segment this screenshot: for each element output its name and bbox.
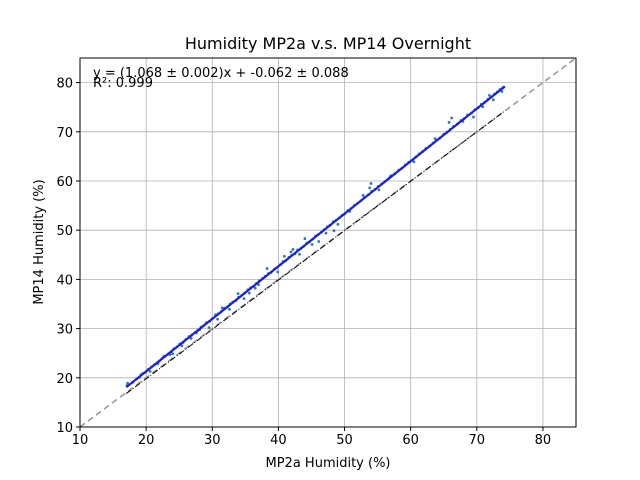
- x-tick-label: 60: [402, 433, 419, 448]
- data-point: [487, 93, 491, 97]
- data-point: [242, 297, 246, 300]
- data-point: [361, 193, 365, 197]
- x-tick-label: 80: [535, 433, 552, 448]
- data-point: [332, 229, 336, 233]
- data-point: [216, 317, 219, 321]
- data-point: [171, 352, 174, 356]
- x-tick-label: 30: [204, 433, 221, 448]
- data-point: [257, 283, 260, 287]
- data-point: [236, 292, 240, 296]
- data-point: [289, 250, 293, 254]
- reference-line-group: [125, 110, 505, 394]
- y-tick-label: 70: [56, 126, 73, 141]
- data-point: [276, 270, 280, 274]
- data-point: [298, 252, 301, 256]
- data-point: [247, 291, 251, 295]
- data-point: [447, 121, 451, 124]
- fit-line-group: [125, 85, 506, 389]
- x-tick-label: 50: [336, 433, 353, 448]
- x-tick-label: 70: [469, 433, 486, 448]
- y-tick-label: 10: [56, 421, 73, 436]
- r-squared-annotation: R²: 0.999: [93, 76, 153, 91]
- x-axis-label: MP2a Humidity (%): [266, 456, 391, 471]
- data-point: [148, 370, 152, 373]
- data-point: [207, 326, 211, 330]
- x-axis-ticks: 10 20 30 40 50 60 70 80: [72, 427, 551, 448]
- data-point: [310, 243, 314, 246]
- data-point: [291, 247, 295, 251]
- reference-line: [125, 110, 505, 394]
- data-point: [180, 344, 184, 348]
- data-point: [412, 160, 416, 164]
- data-point: [324, 231, 328, 235]
- data-point: [369, 182, 373, 185]
- data-point: [377, 188, 381, 192]
- data-point: [500, 90, 504, 93]
- fit-equation-annotation: y = (1.068 ± 0.002)x + -0.062 ± 0.088: [93, 66, 349, 81]
- y-tick-label: 50: [56, 224, 73, 239]
- data-point: [126, 381, 130, 385]
- plot-frame: [79, 57, 577, 428]
- x-tick-label: 10: [72, 433, 89, 448]
- data-point: [265, 267, 269, 270]
- data-point: [450, 116, 454, 120]
- data-point: [472, 115, 475, 119]
- data-point: [220, 306, 224, 310]
- data-point: [336, 222, 340, 226]
- y-axis-label: MP14 Humidity (%): [32, 179, 47, 304]
- data-point: [282, 254, 286, 258]
- data-point: [228, 308, 231, 311]
- data-point: [433, 137, 437, 141]
- x-tick-label: 20: [138, 433, 155, 448]
- y-tick-label: 80: [56, 77, 73, 92]
- identity-line-group: [79, 57, 577, 428]
- data-point: [491, 98, 495, 102]
- data-point: [303, 237, 307, 240]
- identity-line: [79, 57, 577, 428]
- y-tick-label: 30: [56, 323, 73, 338]
- y-axis-ticks: 10 20 30 40 50 60 70 80: [56, 77, 80, 436]
- fit-line: [125, 85, 506, 389]
- y-tick-label: 60: [56, 175, 73, 190]
- data-point: [253, 286, 257, 290]
- y-tick-label: 20: [56, 372, 73, 387]
- data-point: [317, 240, 321, 243]
- x-tick-label: 40: [270, 433, 287, 448]
- y-tick-label: 40: [56, 273, 73, 288]
- data-point: [481, 105, 485, 109]
- data-point: [368, 186, 372, 190]
- chart-title: Humidity MP2a v.s. MP14 Overnight: [185, 34, 471, 53]
- data-point: [189, 337, 193, 340]
